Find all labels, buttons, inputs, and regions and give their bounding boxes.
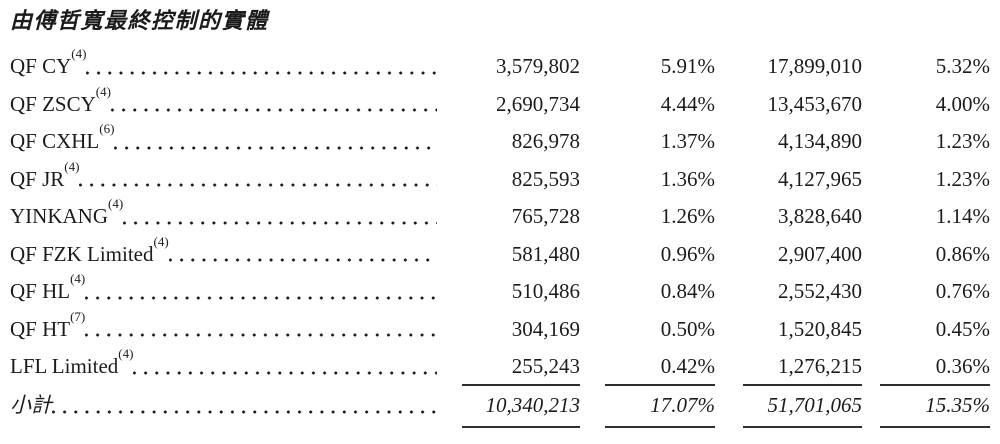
dot-leader [168,235,437,273]
percent-value: 5.91% [660,54,715,78]
entity-cell: QF CXHL(6) [10,121,437,161]
percent-value: 1.23% [935,129,990,153]
footnote-ref: (7) [70,308,86,324]
entity-cell: QF HT(7) [10,308,437,348]
percent-value: 5.32% [935,54,990,78]
table-row: QF ZSCY(4) 2,690,734 4.44% 13,453,670 4.… [10,83,990,123]
shares-value: 2,907,400 [778,241,862,266]
footnote-ref: (4) [95,83,111,99]
table-row: QF CXHL(6) 826,978 1.37% 4,134,890 1.23% [10,121,990,161]
subtotal-percent-value: 17.07% [605,386,715,428]
footnote-ref: (4) [153,233,169,249]
footnote-ref: (6) [99,121,115,136]
footnote-ref: (4) [64,158,80,174]
footnote-ref: (4) [70,271,86,286]
table-row: QF JR(4) 825,593 1.36% 4,127,965 1.23% [10,158,990,198]
percent-value: 0.45% [935,316,990,341]
dot-leader [85,273,437,311]
entity-name: QF HT(7) [10,308,86,341]
shares-value: 255,243 [462,348,580,386]
shares-value: 17,899,010 [767,54,863,78]
entity-name: QF CY(4) [10,46,87,78]
shares-value: 3,828,640 [778,204,862,228]
table-row: QF HL(4) 510,486 0.84% 2,552,430 0.76% [10,271,990,311]
entity-cell: YINKANG(4) [10,196,437,236]
entity-cell: QF CY(4) [10,46,437,86]
percent-value: 0.86% [935,241,990,266]
shares-value: 3,579,802 [496,54,580,78]
dot-leader [86,48,437,86]
shares-value: 1,276,215 [743,348,862,386]
entity-name: QF HL(4) [10,271,86,303]
shares-value: 13,453,670 [767,91,863,116]
percent-value: 1.14% [935,204,990,228]
shares-value: 826,978 [511,129,580,153]
percent-value: 1.37% [660,129,715,153]
table-row: YINKANG(4) 765,728 1.26% 3,828,640 1.14% [10,196,990,236]
ownership-table: QF CY(4) 3,579,802 5.91% 17,899,010 5.32… [10,46,990,428]
entity-cell: QF JR(4) [10,158,437,198]
footnote-ref: (4) [108,196,124,211]
table-row: QF HT(7) 304,169 0.50% 1,520,845 0.45% [10,308,990,348]
shares-value: 2,690,734 [496,91,580,116]
entity-cell: QF ZSCY(4) [10,83,437,123]
entity-name: QF CXHL(6) [10,121,115,153]
subtotal-shares-value: 51,701,065 [743,386,862,428]
subtotal-percent-value: 15.35% [880,386,990,428]
table-row: QF FZK Limited(4) 581,480 0.96% 2,907,40… [10,233,990,273]
dot-leader [79,160,437,198]
entity-cell: LFL Limited(4) [10,346,437,386]
table-row: LFL Limited(4) 255,243 0.42% 1,276,215 0… [10,346,990,386]
shares-value: 510,486 [511,279,580,303]
subtotal-shares-value: 10,340,213 [462,386,580,428]
footnote-ref: (4) [71,46,87,61]
percent-value: 1.36% [660,166,715,191]
subtotal-label: 小計 [10,392,52,417]
dot-leader [85,310,437,348]
entity-name: LFL Limited(4) [10,346,134,378]
shares-value: 581,480 [511,241,580,266]
dot-leader [110,85,437,123]
shares-value: 304,169 [511,316,580,341]
dot-leader [123,198,437,236]
percent-value: 4.44% [660,91,715,116]
table-row: QF CY(4) 3,579,802 5.91% 17,899,010 5.32… [10,46,990,86]
percent-value: 0.76% [935,279,990,303]
subtotal-row: 小計 10,340,213 17.07% 51,701,065 15.35% [10,385,990,428]
percent-value: 0.42% [605,348,715,386]
shares-value: 4,134,890 [778,129,862,153]
entity-cell: QF FZK Limited(4) [10,233,437,273]
entity-cell: QF HL(4) [10,271,437,311]
shares-value: 825,593 [511,166,580,191]
dot-leader [114,123,437,161]
percent-value: 0.84% [660,279,715,303]
percent-value: 1.23% [935,166,990,191]
entity-name: YINKANG(4) [10,196,124,228]
percent-value: 0.96% [660,241,715,266]
percent-value: 0.36% [880,348,990,386]
entity-name: QF FZK Limited(4) [10,233,169,266]
dot-leader [52,385,437,428]
dot-leader [133,348,437,386]
entity-cell: 小計 [10,385,437,428]
shares-value: 2,552,430 [778,279,862,303]
shares-value: 4,127,965 [778,166,862,191]
entity-name: QF JR(4) [10,158,80,191]
shares-value: 1,520,845 [778,316,862,341]
percent-value: 1.26% [660,204,715,228]
shares-value: 765,728 [511,204,580,228]
percent-value: 0.50% [660,316,715,341]
section-heading: 由傅哲寬最終控制的實體 [10,8,269,33]
percent-value: 4.00% [935,91,990,116]
entity-name: QF ZSCY(4) [10,83,111,116]
footnote-ref: (4) [118,346,134,361]
